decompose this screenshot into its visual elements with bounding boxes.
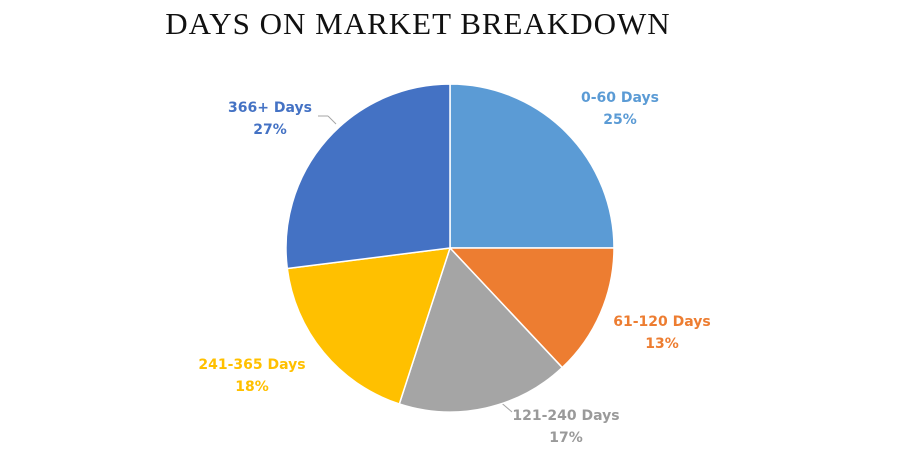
chart-title: DAYS ON MARKET BREAKDOWN [165, 6, 670, 41]
slice-label: 241-365 Days [198, 357, 305, 373]
pie-slice [448, 247, 615, 369]
pie-slice [398, 246, 564, 413]
slice-value-label: 25% [603, 112, 637, 128]
pie-slice [449, 83, 615, 249]
slice-label: 121-240 Days [512, 408, 619, 424]
slice-value-label: 18% [235, 379, 269, 395]
slice-label: 61-120 Days [613, 314, 711, 330]
pie-slice [286, 247, 452, 405]
slice-label: 366+ Days [228, 100, 312, 116]
slice-value-label: 17% [549, 430, 583, 446]
slice-value-label: 27% [253, 122, 287, 138]
leader-line [327, 115, 337, 125]
slice-value-label: 13% [645, 336, 679, 352]
slice-label: 0-60 Days [581, 90, 659, 106]
pie-slice [285, 83, 451, 270]
